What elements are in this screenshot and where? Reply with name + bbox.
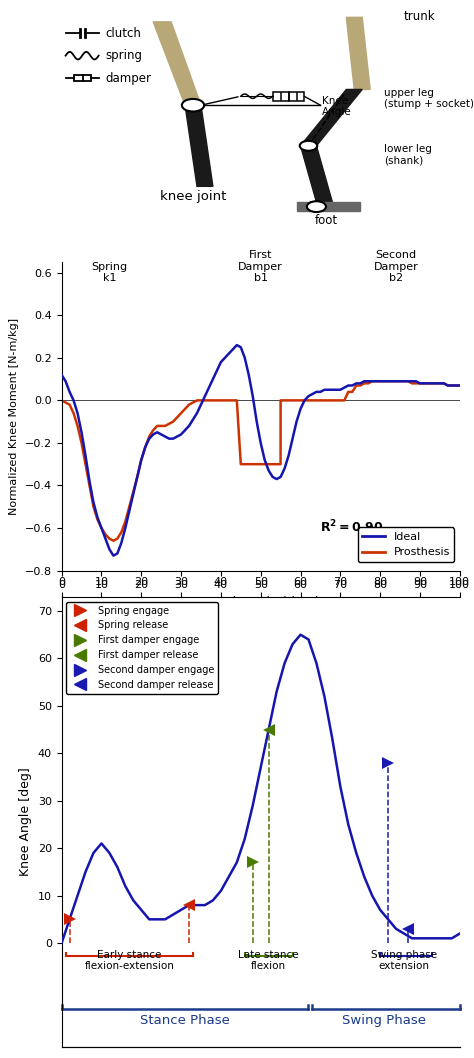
Circle shape	[182, 98, 204, 111]
Text: lower leg
(shank): lower leg (shank)	[384, 144, 432, 166]
Y-axis label: Knee Angle [deg]: Knee Angle [deg]	[19, 768, 32, 876]
Text: spring: spring	[105, 49, 142, 62]
Text: clutch: clutch	[105, 26, 141, 39]
Polygon shape	[185, 105, 213, 186]
Text: $\bf{R^2 = 0.90}$: $\bf{R^2 = 0.90}$	[320, 518, 384, 535]
Bar	[289, 92, 304, 101]
Text: Late stance
flexion: Late stance flexion	[238, 949, 299, 971]
Y-axis label: Normalized Knee Moment [N-m/kg]: Normalized Knee Moment [N-m/kg]	[9, 317, 19, 515]
Text: Knee
Angle: Knee Angle	[322, 96, 352, 117]
Text: Swing Phase: Swing Phase	[342, 1014, 426, 1026]
Circle shape	[307, 201, 326, 212]
Text: Spring
k1: Spring k1	[91, 261, 128, 284]
Polygon shape	[346, 17, 370, 90]
Text: knee joint: knee joint	[160, 189, 226, 203]
Polygon shape	[153, 22, 201, 105]
Polygon shape	[301, 146, 332, 202]
Text: First
Damper
b1: First Damper b1	[238, 250, 283, 284]
Text: Swing phase
extension: Swing phase extension	[371, 949, 437, 971]
Text: trunk: trunk	[404, 10, 436, 22]
Bar	[73, 75, 91, 81]
Legend: Ideal, Prosthesis: Ideal, Prosthesis	[358, 528, 454, 562]
Circle shape	[300, 141, 317, 150]
Text: Second
Damper
b2: Second Damper b2	[374, 250, 419, 284]
Text: upper leg
(stump + socket): upper leg (stump + socket)	[384, 88, 474, 109]
X-axis label: % gait cycle (time): % gait cycle (time)	[201, 596, 320, 608]
Text: foot: foot	[315, 214, 338, 226]
Text: damper: damper	[105, 72, 151, 85]
Bar	[273, 92, 289, 101]
Text: Stance Phase: Stance Phase	[140, 1014, 230, 1026]
Polygon shape	[301, 90, 362, 146]
Legend: Spring engage, Spring release, First damper engage, First damper release, Second: Spring engage, Spring release, First dam…	[66, 602, 218, 694]
Polygon shape	[297, 202, 360, 212]
Text: Early stance
flexion-extension: Early stance flexion-extension	[84, 949, 174, 971]
